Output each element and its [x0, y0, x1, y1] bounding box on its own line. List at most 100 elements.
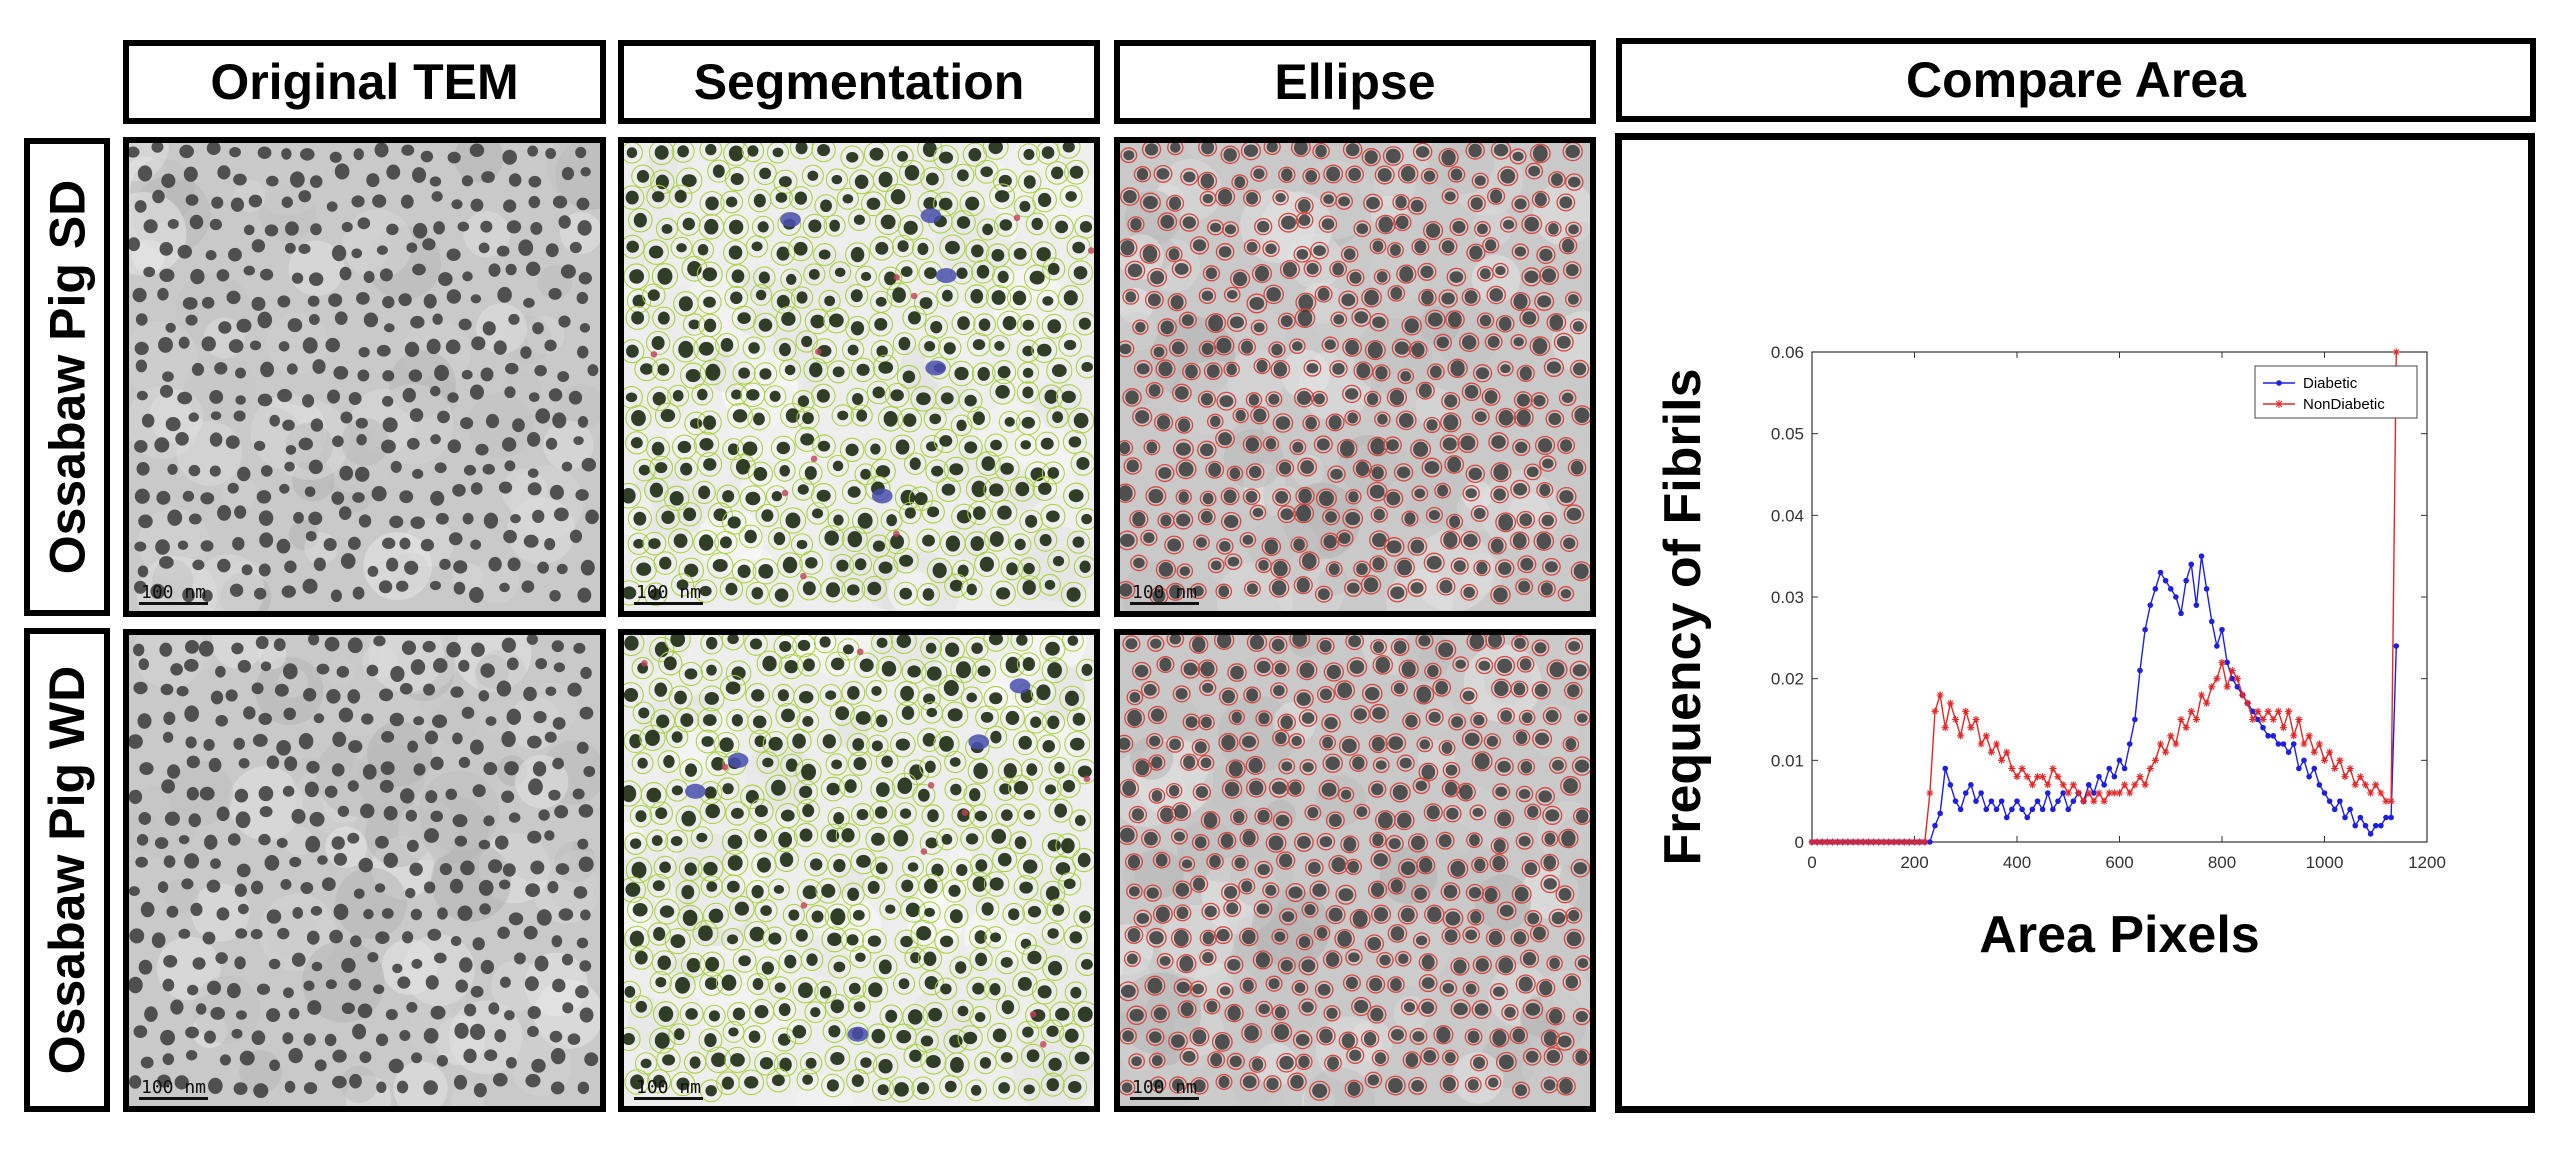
image-ellipse-sd: 100 nm	[1114, 137, 1596, 617]
x-tick-label: 200	[1900, 853, 1928, 872]
point-diabetic	[1983, 806, 1990, 813]
point-nondiabetic	[2295, 715, 2303, 724]
point-diabetic	[2265, 733, 2271, 739]
point-diabetic	[2280, 741, 2287, 747]
point-nondiabetic	[2080, 797, 2088, 805]
point-diabetic	[2003, 814, 2010, 821]
point-nondiabetic	[2085, 789, 2093, 797]
point-nondiabetic	[1844, 838, 1852, 846]
scale-bar: 100 nm	[1130, 582, 1200, 605]
point-nondiabetic	[1895, 838, 1903, 846]
point-nondiabetic	[2074, 789, 2083, 797]
point-diabetic	[2255, 716, 2261, 723]
point-diabetic	[2214, 643, 2220, 649]
legend-marker	[2275, 400, 2283, 408]
header-ellipse-label: Ellipse	[1274, 54, 1436, 110]
point-diabetic	[2285, 749, 2292, 755]
header-compare-area: Compare Area	[1616, 38, 2536, 122]
point-diabetic	[1993, 806, 2000, 813]
point-diabetic	[2060, 790, 2066, 796]
point-nondiabetic	[2100, 797, 2108, 805]
point-diabetic	[2085, 782, 2092, 788]
image-original-sd: 100 nm	[123, 137, 606, 617]
point-diabetic	[2260, 724, 2266, 731]
chart-svg: 0 200 400 600 800 1000 1200 0 0.01 0.02 0.03 0.04 0.…	[1654, 343, 2446, 964]
point-nondiabetic	[2223, 683, 2231, 691]
y-tick-label: 0.05	[1771, 425, 1804, 444]
point-diabetic	[2065, 806, 2072, 813]
point-nondiabetic	[1875, 838, 1883, 846]
point-diabetic	[2050, 806, 2056, 813]
point-nondiabetic	[1880, 838, 1888, 846]
point-diabetic	[2224, 659, 2230, 666]
y-tick-label: 0.06	[1771, 343, 1804, 362]
point-nondiabetic	[2013, 773, 2021, 781]
point-diabetic	[1962, 790, 1969, 796]
point-nondiabetic	[2259, 715, 2267, 724]
point-diabetic	[2321, 790, 2328, 796]
point-diabetic	[2367, 831, 2374, 837]
point-nondiabetic	[1946, 699, 1954, 707]
point-diabetic	[2337, 798, 2343, 804]
point-nondiabetic	[2356, 773, 2364, 781]
header-ellipse: Ellipse	[1114, 40, 1596, 124]
point-nondiabetic	[2059, 781, 2067, 789]
point-nondiabetic	[2249, 715, 2257, 724]
point-nondiabetic	[2392, 348, 2400, 356]
point-diabetic	[2301, 757, 2307, 764]
point-nondiabetic	[2177, 715, 2185, 724]
header-segmentation: Segmentation	[618, 40, 1100, 124]
point-diabetic	[2034, 798, 2041, 804]
point-diabetic	[2039, 806, 2046, 813]
x-tick-label: 1000	[2306, 853, 2344, 872]
point-nondiabetic	[2054, 773, 2062, 781]
point-diabetic	[2378, 822, 2384, 829]
point-nondiabetic	[2274, 707, 2282, 715]
point-diabetic	[2357, 814, 2364, 821]
point-nondiabetic	[2290, 732, 2298, 740]
point-diabetic	[1988, 798, 1995, 804]
point-diabetic	[1947, 782, 1954, 788]
point-nondiabetic	[2018, 764, 2026, 773]
point-nondiabetic	[1900, 838, 1908, 846]
point-diabetic	[2152, 586, 2159, 592]
scale-bar: 100 nm	[139, 582, 209, 605]
point-diabetic	[2193, 602, 2200, 608]
point-nondiabetic	[2192, 715, 2200, 724]
point-diabetic	[2121, 765, 2128, 772]
legend-label-diabetic: Diabetic	[2303, 375, 2358, 392]
x-tick-label: 1200	[2408, 853, 2446, 872]
point-nondiabetic	[1905, 838, 1913, 846]
point-nondiabetic	[2090, 797, 2098, 805]
point-diabetic	[1932, 822, 1938, 829]
point-diabetic	[2142, 626, 2148, 633]
point-diabetic	[2372, 822, 2379, 829]
point-nondiabetic	[2269, 715, 2277, 724]
point-diabetic	[2009, 806, 2015, 813]
point-diabetic	[1973, 798, 1979, 804]
point-nondiabetic	[2028, 781, 2036, 789]
point-diabetic	[2070, 798, 2077, 804]
image-segmentation-sd: 100 nm	[618, 137, 1100, 617]
point-diabetic	[2157, 569, 2164, 576]
y-tick-label: 0.02	[1771, 670, 1804, 689]
point-nondiabetic	[2105, 789, 2113, 797]
point-nondiabetic	[2182, 724, 2190, 732]
point-diabetic	[2347, 806, 2353, 813]
point-nondiabetic	[2331, 764, 2339, 773]
x-axis-label: Area Pixels	[1979, 906, 2259, 964]
row-label-sd-text: Ossabaw Pig SD	[39, 179, 95, 575]
point-diabetic	[1968, 782, 1974, 788]
point-diabetic	[2208, 618, 2215, 625]
point-nondiabetic	[1921, 838, 1929, 846]
point-diabetic	[2096, 773, 2102, 780]
legend-marker	[2276, 380, 2282, 386]
point-nondiabetic	[2264, 707, 2272, 715]
point-nondiabetic	[2115, 789, 2124, 797]
y-tick-label: 0	[1795, 833, 1804, 852]
point-nondiabetic	[2069, 781, 2077, 789]
point-diabetic	[1957, 806, 1964, 813]
image-ellipse-wd: 100 nm	[1114, 629, 1596, 1112]
point-nondiabetic	[2131, 781, 2139, 789]
point-nondiabetic	[1813, 838, 1821, 846]
